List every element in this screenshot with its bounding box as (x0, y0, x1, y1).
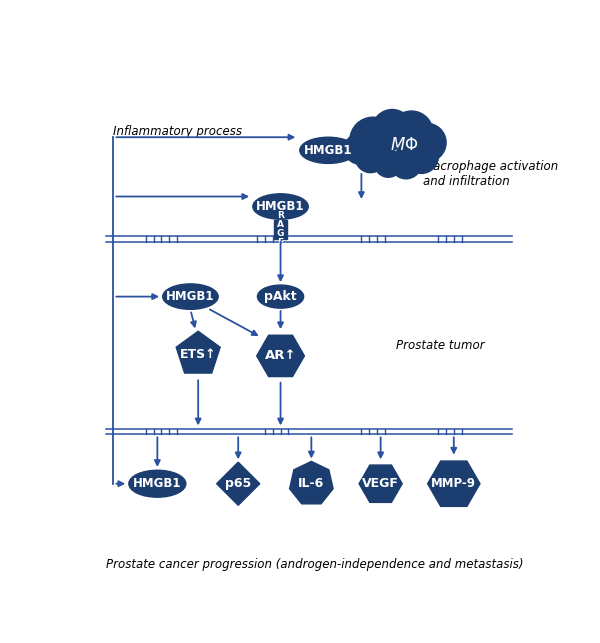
Ellipse shape (257, 285, 304, 308)
Text: R
A
G
E: R A G E (277, 212, 284, 248)
Text: ETS↑: ETS↑ (180, 348, 217, 361)
Circle shape (372, 109, 412, 150)
Polygon shape (217, 462, 260, 505)
Text: Macrophage activation
and infiltration: Macrophage activation and infiltration (423, 160, 558, 188)
Circle shape (391, 148, 421, 179)
Polygon shape (359, 465, 402, 502)
Text: pAkt: pAkt (264, 290, 297, 303)
Text: HMGB1: HMGB1 (256, 200, 305, 213)
Text: $\mathit{M}\Phi$: $\mathit{M}\Phi$ (389, 136, 418, 154)
FancyBboxPatch shape (274, 220, 287, 239)
Text: HMGB1: HMGB1 (166, 290, 215, 303)
Circle shape (350, 117, 396, 163)
Ellipse shape (129, 470, 186, 497)
Text: Prostate tumor: Prostate tumor (396, 339, 485, 352)
Text: HMGB1: HMGB1 (133, 477, 182, 490)
Ellipse shape (163, 284, 218, 309)
Text: HMGB1: HMGB1 (304, 144, 353, 157)
Circle shape (355, 142, 386, 172)
Polygon shape (428, 461, 480, 507)
Text: AR↑: AR↑ (265, 349, 296, 363)
Circle shape (344, 133, 375, 164)
Circle shape (390, 111, 433, 154)
Text: Prostate cancer progression (androgen-independence and metastasis): Prostate cancer progression (androgen-in… (106, 558, 523, 572)
Text: VEGF: VEGF (362, 477, 399, 490)
Polygon shape (176, 331, 220, 373)
Circle shape (404, 140, 439, 174)
Ellipse shape (253, 194, 308, 219)
Circle shape (407, 123, 446, 162)
Text: MMP-9: MMP-9 (431, 477, 476, 490)
Text: p65: p65 (225, 477, 251, 490)
Circle shape (374, 150, 402, 177)
Ellipse shape (300, 137, 357, 163)
Polygon shape (257, 335, 304, 377)
Text: Inflammatory process: Inflammatory process (113, 125, 242, 138)
Text: IL-6: IL-6 (298, 477, 325, 490)
Polygon shape (290, 462, 333, 504)
